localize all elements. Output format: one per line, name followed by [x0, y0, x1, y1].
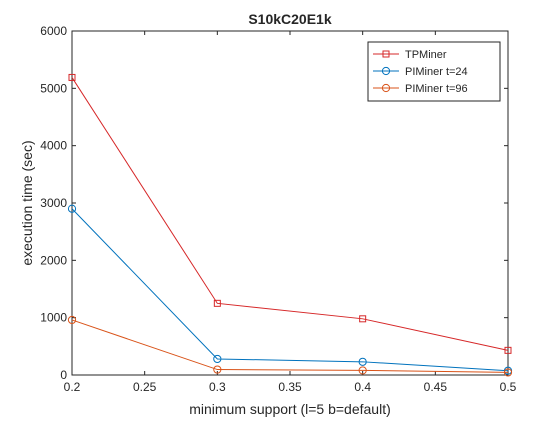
- x-tick-label: 0.25: [133, 380, 157, 394]
- data-point: [213, 299, 221, 307]
- data-point: [358, 366, 367, 375]
- x-tick-label: 0.4: [354, 380, 371, 394]
- x-tick-label: 0.3: [209, 380, 226, 394]
- series-line-1: [71, 77, 509, 351]
- x-tick-label: 0.5: [500, 380, 517, 394]
- series-line-3: [71, 319, 509, 373]
- y-tick-label: 3000: [40, 196, 67, 210]
- data-point: [68, 73, 76, 81]
- y-tick-label: 0: [60, 368, 67, 382]
- series-line-2: [71, 208, 509, 372]
- x-tick-label: 0.35: [278, 380, 302, 394]
- data-point: [358, 357, 367, 366]
- data-point: [67, 204, 77, 213]
- data-point: [213, 354, 222, 364]
- x-tick-label: 0.45: [424, 380, 448, 394]
- data-point: [67, 315, 77, 325]
- legend-marker: [381, 83, 391, 93]
- legend-label: TPMiner: [405, 49, 447, 61]
- y-tick-label: 1000: [40, 311, 67, 325]
- data-point: [504, 346, 512, 354]
- x-axis-label: minimum support (l=5 b=default): [189, 401, 391, 417]
- y-axis-label: execution time (sec): [19, 140, 35, 265]
- y-tick-label: 5000: [40, 81, 67, 95]
- data-point: [359, 315, 367, 323]
- legend-marker: [381, 66, 391, 76]
- data-point: [213, 365, 222, 374]
- data-point: [503, 368, 513, 377]
- legend-label: PIMiner t=96: [405, 83, 468, 95]
- y-tick-label: 4000: [40, 139, 67, 153]
- y-tick-label: 2000: [40, 253, 67, 267]
- x-tick-label: 0.2: [64, 380, 81, 394]
- legend-label: PIMiner t=24: [405, 66, 468, 78]
- chart-title: S10kC20E1k: [248, 11, 332, 27]
- legend-marker: [382, 50, 390, 58]
- y-tick-label: 6000: [40, 24, 67, 38]
